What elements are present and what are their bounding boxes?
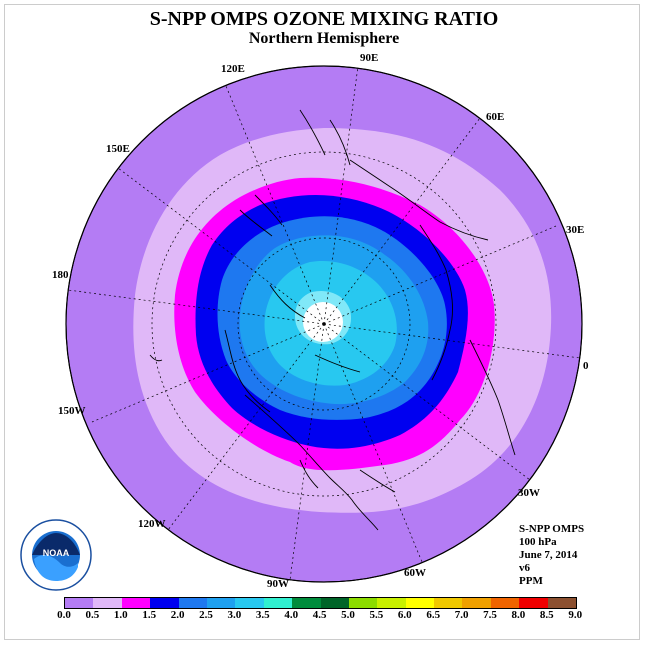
colorbar-ticks: 0.0 0.5 1.0 1.5 2.0 2.5 3.0 3.5 4.0 4.5 5.0 5.5 6.0 6… [52, 609, 612, 623]
colorbar-tick-label: 8.0 [511, 609, 526, 621]
lon-label-0: 0 [583, 360, 589, 372]
colorbar-tick-label: 6.0 [397, 609, 412, 621]
colorbar-tick-label: 6.5 [426, 609, 441, 621]
colorbar-swatch [263, 598, 293, 608]
colorbar-swatch [235, 598, 264, 608]
graticule [67, 66, 581, 581]
lon-label-30e: 30E [566, 224, 584, 236]
info-block: S-NPP OMPS 100 hPa June 7, 2014 v6 PPM [519, 523, 584, 588]
info-level: 100 hPa [519, 536, 557, 548]
colorbar-tick-label: 2.5 [199, 609, 213, 621]
colorbar-swatch [65, 598, 94, 608]
noaa-logo: NOAA [20, 519, 92, 591]
lon-label-30w: 30W [518, 487, 540, 499]
colorbar-swatch [519, 598, 548, 608]
info-version: v6 [519, 562, 530, 574]
colorbar-tick-label: 3.5 [255, 609, 270, 621]
colorbar-swatch [405, 598, 435, 608]
colorbar-tick-label: 2.0 [170, 609, 185, 621]
lon-label-180: 180 [52, 269, 69, 281]
coastlines [149, 109, 516, 531]
colorbar-tick-label: 0.0 [57, 609, 71, 621]
info-units: PPM [519, 575, 543, 587]
lon-label-60w: 60W [404, 567, 426, 579]
colorbar-tick-label: 1.0 [113, 609, 128, 621]
colorbar-swatch [292, 598, 321, 608]
lon-label-60e: 60E [486, 111, 504, 123]
colorbar-tick-label: 8.5 [539, 609, 554, 621]
figure-frame [4, 4, 640, 640]
colorbar-swatch [121, 598, 151, 608]
colorbar-swatch [150, 598, 179, 608]
colorbar-swatch [206, 598, 236, 608]
colorbar-swatch [490, 598, 520, 608]
map-subtitle: Northern Hemisphere [248, 30, 400, 47]
info-instrument: S-NPP OMPS [519, 523, 585, 535]
map-title: S-NPP OMPS OZONE MIXING RATIO [149, 8, 499, 30]
colorbar-swatch [434, 598, 463, 608]
colorbar-tick-label: 3.0 [227, 609, 242, 621]
colorbar-tick-label: 5.0 [341, 609, 355, 621]
lon-label-120w: 120W [138, 518, 166, 530]
colorbar-swatch [93, 598, 122, 608]
noaa-logo-text: NOAA [43, 548, 70, 558]
colorbar-tick-label: 7.0 [454, 609, 469, 621]
colorbar-tick-label: 9.0 [568, 609, 583, 621]
colorbar-swatch [377, 598, 406, 608]
colorbar-swatch [462, 598, 491, 608]
colorbar-swatch [547, 598, 577, 608]
info-date: June 7, 2014 [519, 549, 578, 561]
colorbar-tick-label: 4.5 [312, 609, 327, 621]
colorbar-swatch [348, 598, 378, 608]
colorbar-tick-label: 7.5 [483, 609, 497, 621]
colorbar-swatch [178, 598, 207, 608]
colorbar-tick-label: 1.5 [142, 609, 157, 621]
colorbar-tick-label: 0.5 [85, 609, 100, 621]
colorbar [64, 597, 578, 609]
polar-no-data [303, 302, 343, 342]
colorbar-tick-label: 4.0 [284, 609, 299, 621]
lon-label-120e: 120E [221, 63, 245, 75]
lon-label-150w: 150W [58, 405, 86, 417]
colorbar-swatch [320, 598, 349, 608]
lon-label-90e: 90E [360, 52, 378, 64]
colorbar-tick-label: 5.5 [369, 609, 384, 621]
lon-label-150e: 150E [106, 143, 130, 155]
lon-label-90w: 90W [267, 578, 289, 590]
